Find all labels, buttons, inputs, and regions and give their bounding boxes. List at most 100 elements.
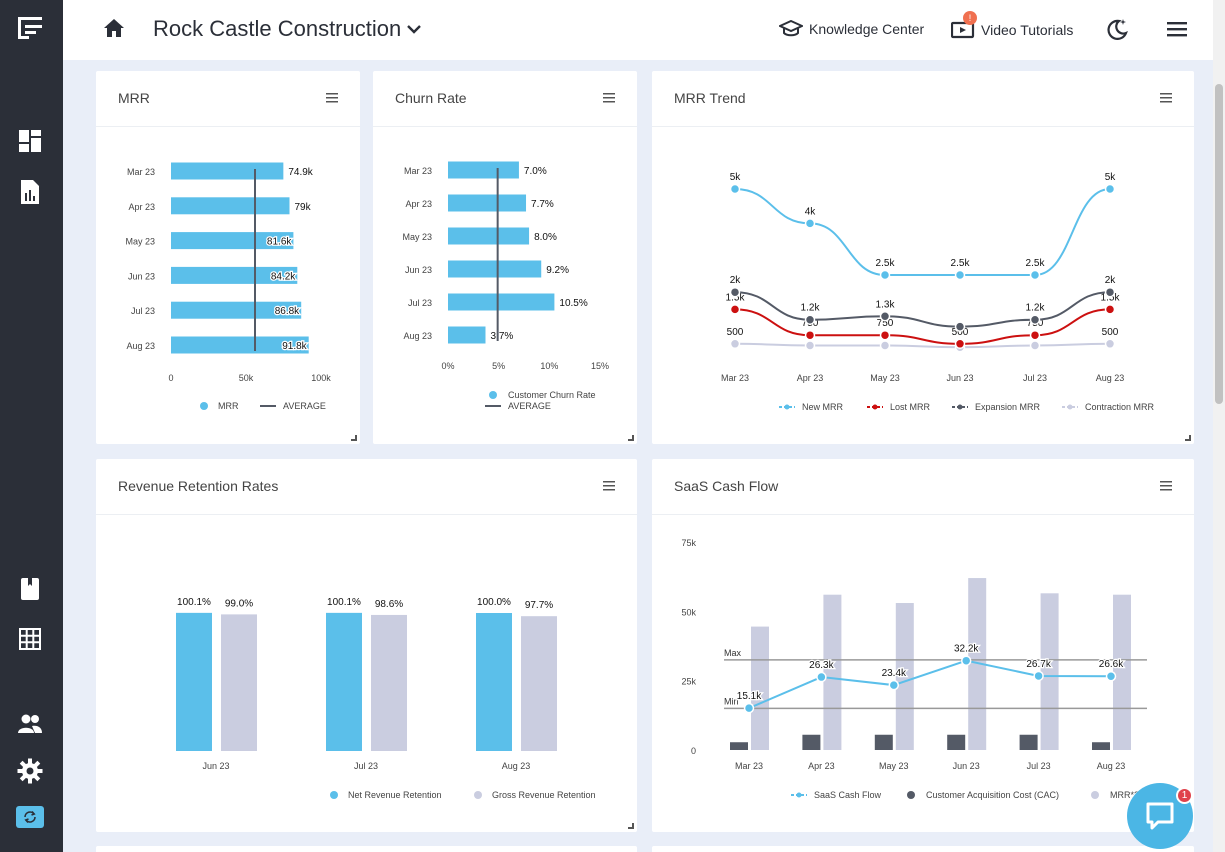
legend-label: New MRR [802,402,844,412]
legend-label: AVERAGE [283,401,326,411]
data-point [731,185,740,194]
data-point [731,339,740,348]
legend-label: Lost MRR [890,402,931,412]
knowledge-center-link[interactable]: Knowledge Center [779,20,924,38]
grid-icon[interactable] [16,625,44,653]
data-point [1031,331,1040,340]
bar [1020,735,1038,750]
dark-mode-icon[interactable] [1106,18,1128,45]
category-label: May 23 [402,232,432,242]
data-point [889,681,898,690]
company-selector[interactable]: Rock Castle Construction [153,16,421,42]
retention-chart: 100.1% 99.0%Jun 23100.1% 98.6%Jul 23100.0%… [96,459,637,832]
resize-handle[interactable] [628,435,634,441]
hamburger-menu-icon[interactable] [1167,21,1187,42]
data-point [962,656,971,665]
x-tick-label: Aug 23 [502,761,531,771]
data-label: 100.1% [327,597,361,608]
data-label: 10.5% [559,298,587,309]
gear-icon[interactable] [16,757,44,785]
company-name: Rock Castle Construction [153,16,401,42]
data-point [1107,672,1116,681]
bar [221,614,257,751]
x-tick-label: Aug 23 [1096,373,1125,383]
x-tick-label: Jun 23 [202,761,229,771]
x-tick-label: Jun 23 [953,761,980,771]
churn-card: Churn Rate Mar 23 7.0% Apr 23 7.7% May 23 8.0… [373,71,637,444]
bar [751,627,769,750]
legend-label: Net Revenue Retention [348,790,442,800]
bar [448,195,526,212]
chat-badge: 1 [1176,787,1193,804]
bar [448,327,485,344]
series-line [735,309,1110,343]
legend-marker [330,791,338,799]
x-tick-label: 100k [311,373,331,383]
data-point [1034,671,1043,680]
bar [730,742,748,750]
churn-chart: Mar 23 7.0% Apr 23 7.7% May 23 8.0% Jun 23 9.2%… [373,71,637,444]
category-label: Jul 23 [131,306,155,316]
video-badge: ! [963,11,977,25]
x-tick-label: 10% [540,361,558,371]
partial-card [96,846,637,852]
data-label: 5k [1105,172,1117,183]
dashboard-icon[interactable] [16,127,44,155]
x-tick-label: Jun 23 [946,373,973,383]
cashflow-chart: 025k50k75kMar 23 Apr 23 May 23 Jun 23 Jul 23… [652,459,1194,832]
data-point [806,331,815,340]
data-point [806,341,815,350]
x-tick-label: Apr 23 [808,761,835,771]
video-tutorials-link[interactable]: ! Video Tutorials [951,20,1073,40]
resize-handle[interactable] [1185,435,1191,441]
partial-card [652,846,1194,852]
users-icon[interactable] [16,710,44,738]
home-icon[interactable] [103,18,125,43]
sync-icon[interactable] [16,806,44,828]
bar [448,261,541,278]
bar [176,613,212,751]
data-point [881,271,890,280]
data-point [1031,315,1040,324]
resize-handle[interactable] [351,435,357,441]
graduation-cap-icon [779,20,803,38]
data-point [881,341,890,350]
data-label: 5k [730,172,742,183]
resize-handle[interactable] [628,823,634,829]
data-label: 91.8k [282,341,307,352]
top-bar: Rock Castle Construction Knowledge Cente… [63,0,1213,60]
data-label: 97.7% [525,600,553,611]
logo-icon[interactable] [16,14,44,42]
scroll-thumb[interactable] [1215,84,1223,404]
bar [1113,595,1131,750]
category-label: Aug 23 [126,341,155,351]
bar [521,616,557,751]
data-point [956,271,965,280]
x-tick-label: 0% [441,361,454,371]
data-label: 1.2k [801,303,821,314]
legend-marker [907,791,915,799]
series-line [735,292,1110,326]
mrr-chart: Mar 23 74.9kApr 23 79kMay 23 81.6kJun 23 84.… [96,71,360,444]
report-icon[interactable] [16,178,44,206]
sidebar [0,0,63,852]
legend-marker [1068,405,1073,410]
page-scrollbar[interactable] [1213,0,1225,852]
data-point [881,312,890,321]
legend-marker [489,391,497,399]
category-label: May 23 [125,237,155,247]
data-label: 100.1% [177,597,211,608]
x-tick-label: Jul 23 [354,761,378,771]
bar [823,595,841,750]
data-point [1106,339,1115,348]
x-tick-label: 15% [591,361,609,371]
y-tick-label: 0 [691,746,696,756]
x-tick-label: 0 [168,373,173,383]
video-icon: ! [951,20,975,40]
data-label: 100.0% [477,597,511,608]
cashflow-card: SaaS Cash Flow 0 25k 50k 75k Mar 23 Apr 23 May… [652,459,1194,832]
book-icon[interactable] [16,575,44,603]
legend-label: SaaS Cash Flow [814,790,882,800]
video-tutorials-label: Video Tutorials [981,22,1073,38]
data-point [1106,185,1115,194]
